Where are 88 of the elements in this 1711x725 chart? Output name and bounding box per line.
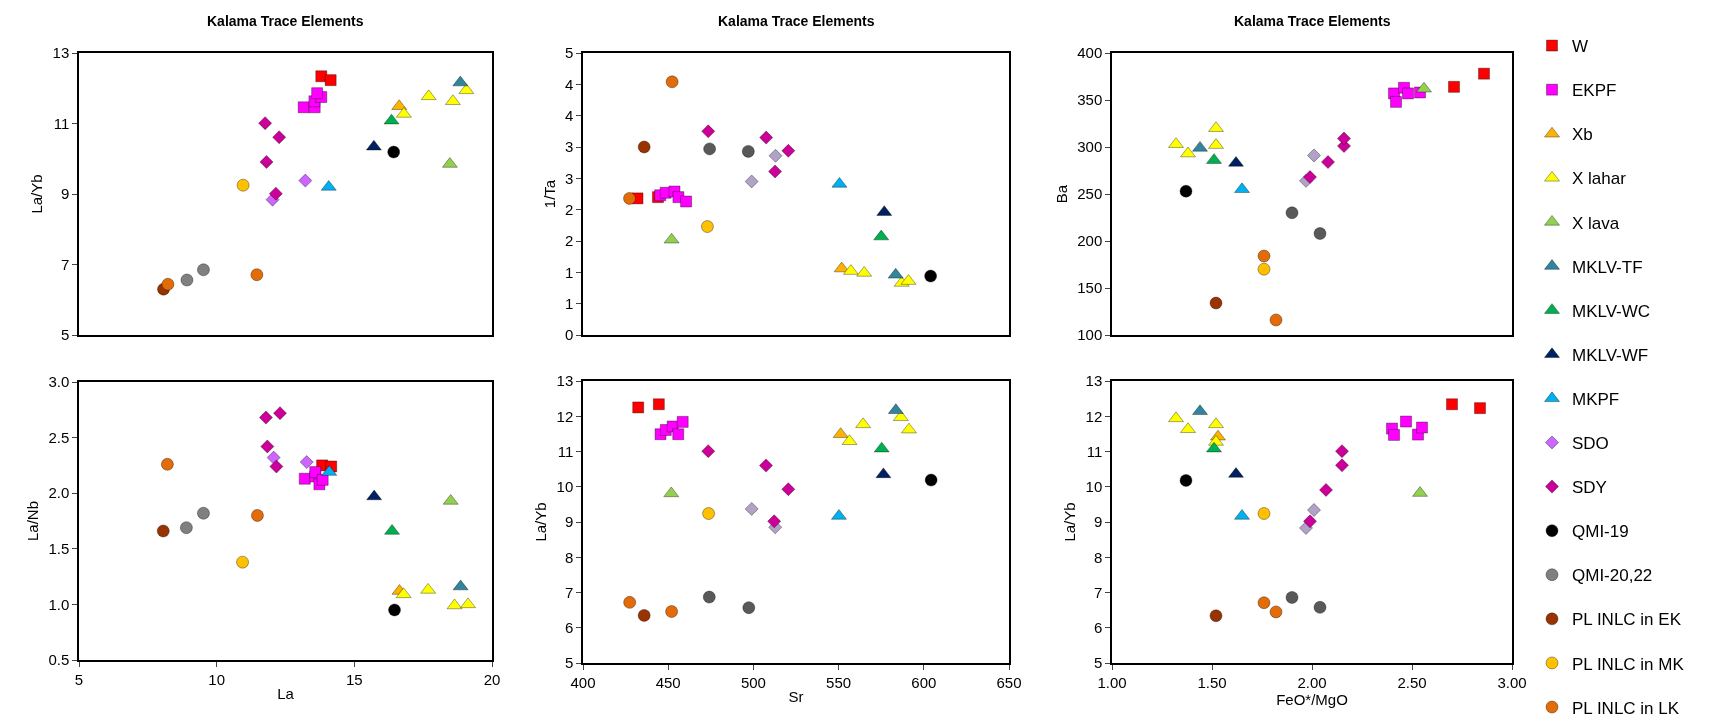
y-tick-label: 2.5 (48, 428, 70, 446)
y-tick-label: 1 (564, 294, 574, 312)
y-axis-title: La/Yb (1061, 502, 1079, 542)
y-axis-title: Ba (1052, 184, 1070, 204)
legend-label: QMI-19 (1572, 522, 1629, 542)
y-tick-label: 300 (1077, 138, 1103, 156)
y-tick-label: 100 (1077, 326, 1103, 344)
y-tick-label: 1.0 (48, 595, 70, 613)
x-tick-label: 3.00 (1497, 673, 1527, 691)
y-tick-label: 150 (1077, 279, 1103, 297)
legend-label: X lahar (1572, 169, 1627, 189)
y-tick-label: 13 (52, 44, 70, 62)
x-tick-label: 650 (996, 673, 1022, 691)
y-tick-label: 5 (564, 44, 574, 62)
chart-title: Kalama Trace Elements (718, 13, 875, 29)
y-tick-label: 10 (1085, 478, 1103, 495)
y-tick-label: 250 (1077, 185, 1103, 203)
chart-title: Kalama Trace Elements (1234, 13, 1391, 29)
x-tick-label: 1.00 (1097, 673, 1127, 691)
y-tick-label: 2.0 (48, 484, 70, 502)
y-tick-label: 0 (564, 326, 574, 344)
x-tick-label: 500 (740, 673, 766, 691)
y-tick-label: 5 (1093, 654, 1103, 672)
y-tick-label: 0.5 (48, 651, 70, 669)
legend-label: PL INLC in LK (1572, 698, 1680, 718)
y-axis-title: 1/Ta (540, 179, 558, 209)
y-tick-label: 7 (564, 583, 574, 601)
x-tick-label: 450 (655, 673, 681, 691)
y-axis-title: La/Nb (24, 500, 42, 542)
y-tick-label: 6 (564, 619, 574, 636)
y-axis-title: La/Yb (28, 174, 46, 214)
x-axis-title: La (277, 685, 295, 703)
legend-label: SDY (1572, 478, 1607, 498)
y-tick-label: 350 (1077, 91, 1103, 109)
y-tick-label: 10 (556, 478, 574, 495)
legend-label: Xb (1572, 125, 1593, 145)
y-tick-label: 2 (564, 200, 574, 218)
y-tick-label: 4 (564, 106, 574, 124)
y-tick-label: 9 (1093, 513, 1103, 531)
legend-label: W (1572, 37, 1589, 57)
y-tick-label: 400 (1077, 44, 1103, 62)
x-tick-label: 550 (826, 673, 852, 691)
y-tick-label: 5 (564, 654, 574, 672)
x-axis-title: FeO*/MgO (1276, 690, 1348, 708)
legend-label: PL INLC in EK (1572, 610, 1682, 630)
x-tick-label: 20 (483, 670, 501, 688)
legend-label: MKLV-WF (1572, 345, 1649, 365)
y-tick-label: 13 (556, 372, 574, 390)
y-tick-label: 12 (556, 407, 574, 425)
legend-label: PL INLC in MK (1572, 654, 1685, 674)
legend-label: SDO (1572, 434, 1609, 454)
y-tick-label: 9 (60, 185, 70, 203)
y-tick-label: 12 (1085, 407, 1103, 425)
y-tick-label: 11 (557, 442, 574, 460)
x-axis-title: Sr (788, 688, 804, 706)
y-axis-title: La/Yb (532, 502, 550, 542)
x-tick-label: 2.00 (1297, 673, 1327, 691)
y-tick-label: 7 (1093, 583, 1103, 601)
x-tick-label: 5 (74, 670, 84, 688)
legend-label: QMI-20,22 (1572, 566, 1653, 586)
y-tick-label: 200 (1077, 232, 1103, 250)
y-tick-label: 7 (60, 255, 70, 273)
y-tick-label: 11 (53, 114, 70, 132)
y-tick-label: 1.5 (48, 540, 70, 558)
y-tick-label: 6 (1093, 619, 1103, 636)
legend-label: MKPF (1572, 389, 1620, 409)
legend-label: X lava (1572, 213, 1620, 233)
y-tick-label: 9 (564, 513, 574, 531)
x-tick-label: 2.50 (1397, 673, 1427, 691)
y-tick-label: 2 (564, 232, 574, 250)
y-tick-label: 13 (1085, 372, 1103, 390)
x-tick-label: 1.50 (1197, 673, 1227, 691)
x-tick-label: 10 (208, 670, 226, 688)
y-tick-label: 3 (564, 169, 574, 187)
legend-label: EKPF (1572, 81, 1617, 101)
x-tick-label: 600 (911, 673, 937, 691)
y-tick-label: 8 (1093, 548, 1103, 566)
y-tick-label: 11 (1086, 442, 1103, 460)
legend-label: MKLV-WC (1572, 301, 1651, 321)
chart-title: Kalama Trace Elements (207, 13, 364, 29)
y-tick-label: 5 (60, 326, 70, 344)
y-tick-label: 3.0 (48, 373, 70, 391)
legend-label: MKLV-TF (1572, 257, 1643, 277)
x-tick-label: 15 (345, 670, 363, 688)
y-tick-label: 3 (564, 138, 574, 156)
y-tick-label: 1 (564, 263, 574, 281)
y-tick-label: 8 (564, 548, 574, 566)
y-tick-label: 4 (564, 75, 574, 93)
